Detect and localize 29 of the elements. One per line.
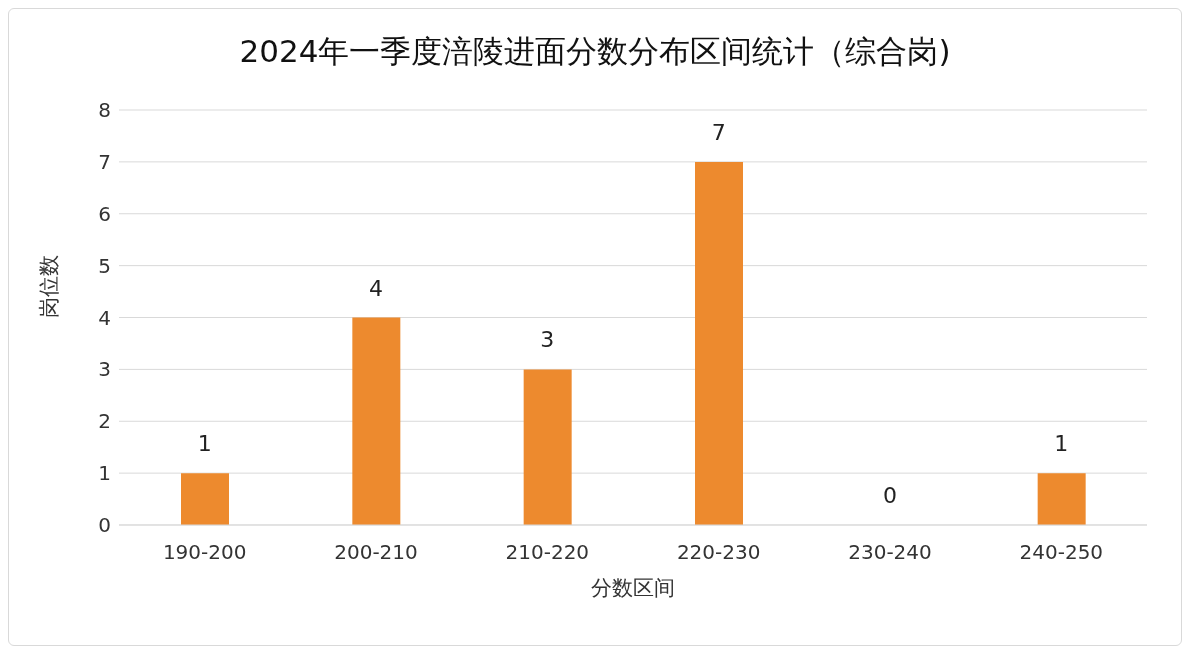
data-label: 1 <box>1054 431 1069 457</box>
x-tick-label: 210-220 <box>505 540 590 565</box>
x-tick-label: 220-230 <box>676 540 761 565</box>
data-label: 3 <box>540 327 555 353</box>
bar <box>181 473 229 525</box>
x-axis-title: 分数区间 <box>591 576 675 600</box>
data-label: 1 <box>197 431 212 457</box>
data-label: 7 <box>711 119 726 145</box>
y-tick-label: 2 <box>98 409 111 434</box>
bar <box>352 317 401 525</box>
y-tick-label: 6 <box>98 201 111 226</box>
x-tick-label: 190-200 <box>162 540 247 565</box>
bar <box>1037 473 1086 525</box>
y-tick-label: 0 <box>98 513 111 538</box>
y-tick-label: 7 <box>98 149 111 174</box>
y-axis-title: 岗位数 <box>37 254 62 318</box>
y-tick-label: 3 <box>98 357 111 382</box>
x-tick-label: 200-210 <box>334 540 418 565</box>
y-tick-label: 8 <box>98 98 111 123</box>
y-tick-label: 4 <box>98 305 111 330</box>
y-tick-label: 1 <box>98 461 111 486</box>
x-tick-label: 240-250 <box>1019 540 1104 565</box>
bar <box>695 161 743 525</box>
chart-title: 2024年一季度涪陵进面分数分布区间统计（综合岗) <box>238 32 952 71</box>
y-tick-label: 5 <box>98 253 111 278</box>
data-label: 0 <box>883 483 897 508</box>
bar <box>523 369 572 525</box>
x-tick-label: 230-240 <box>848 540 932 565</box>
data-label: 4 <box>369 275 383 301</box>
